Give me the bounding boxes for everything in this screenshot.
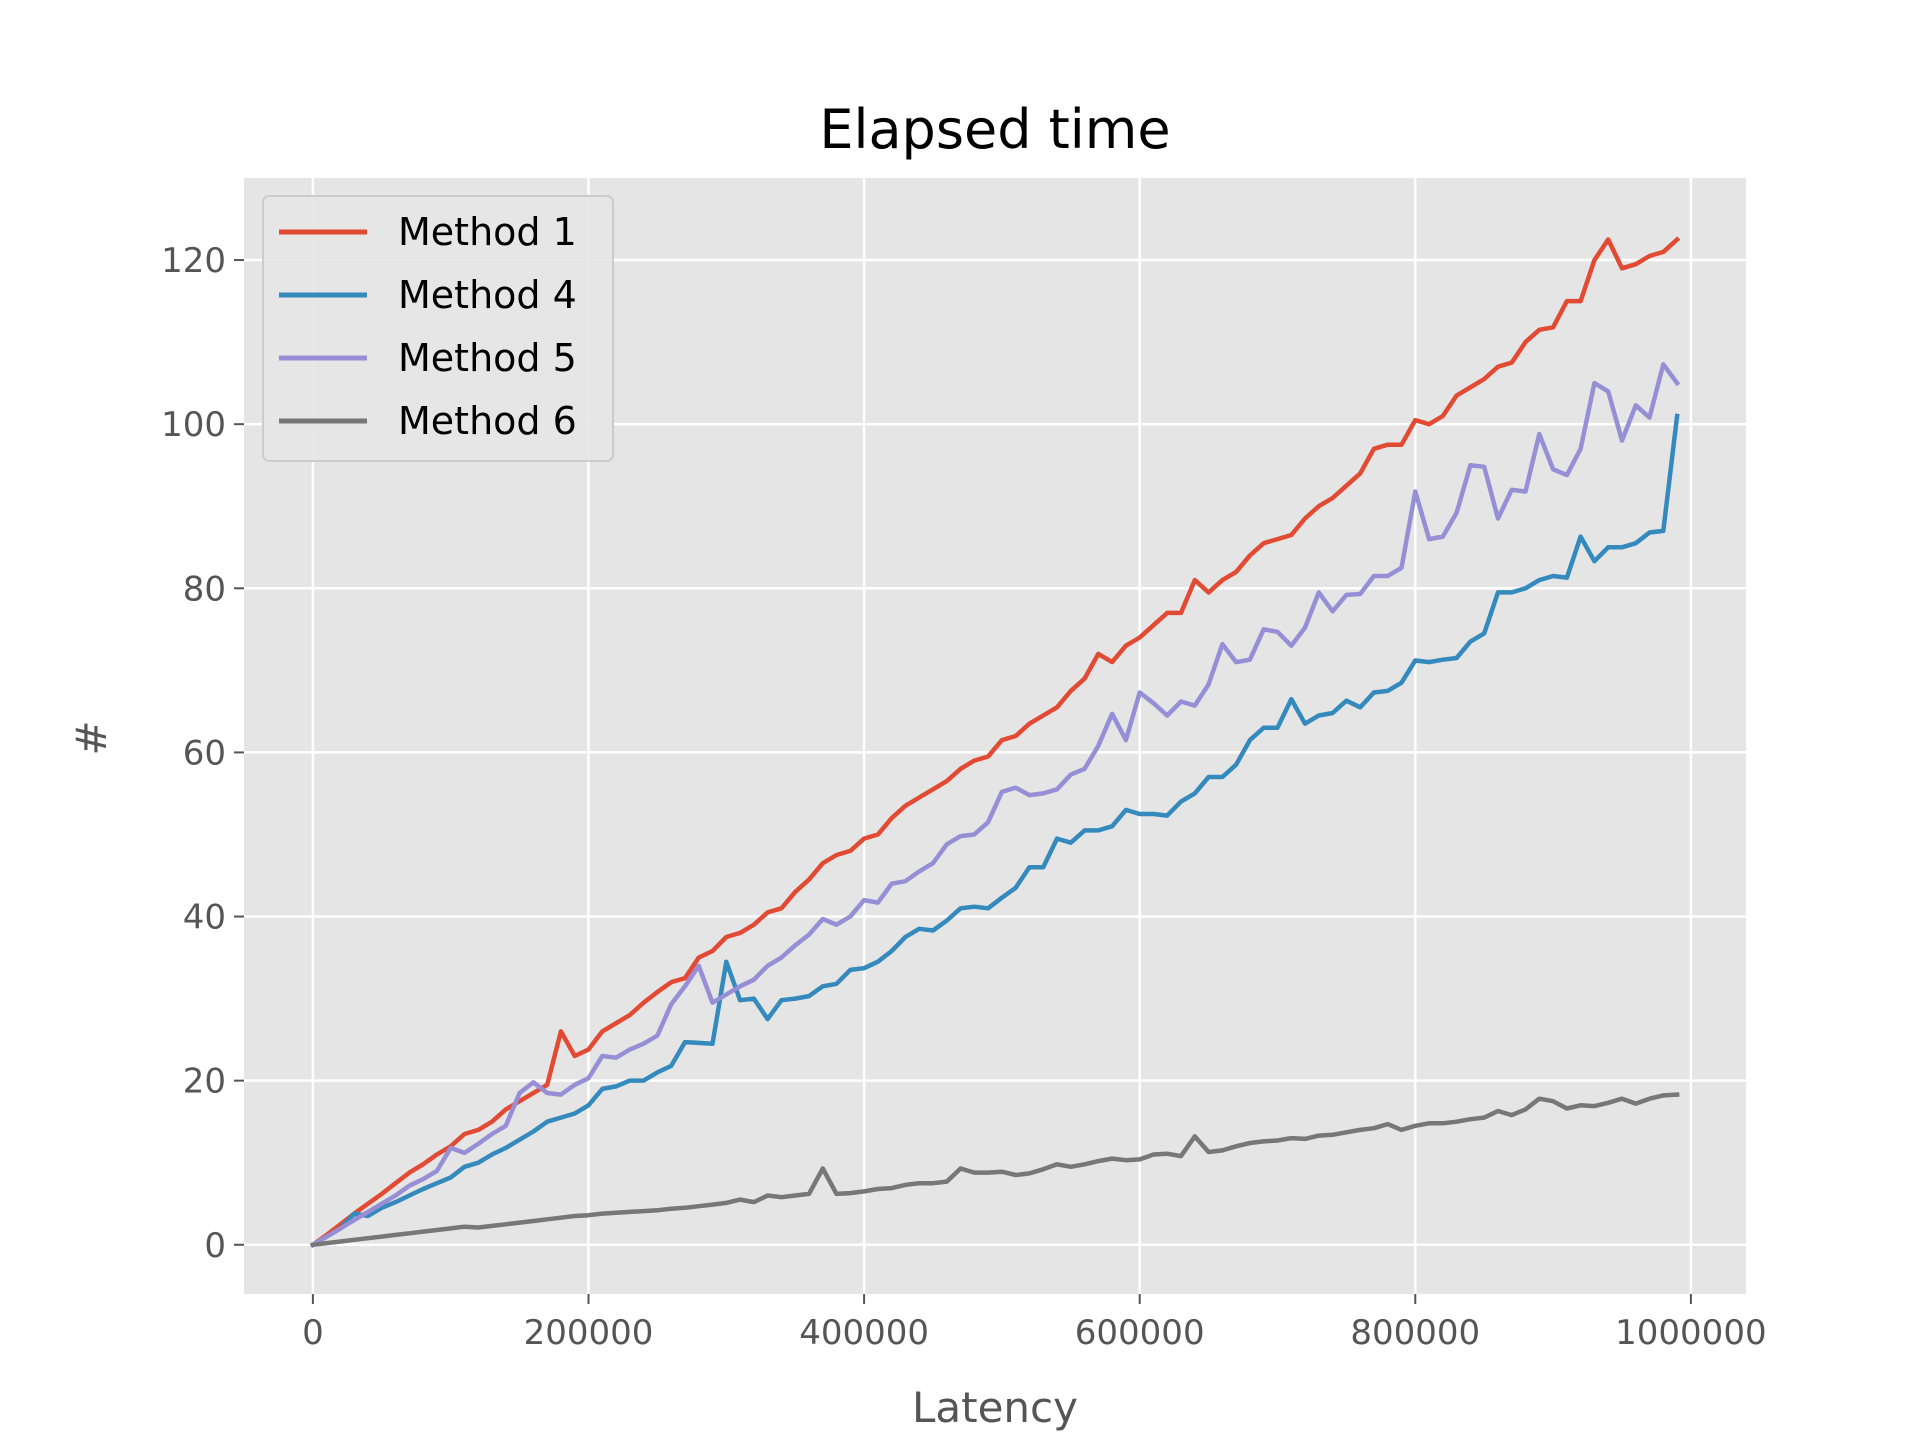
x-tick-label: 1000000	[1615, 1313, 1766, 1353]
legend-label-method-5: Method 5	[398, 336, 577, 380]
chart-title: Elapsed time	[819, 98, 1170, 161]
y-tick-label: 60	[183, 733, 226, 773]
x-tick-label: 200000	[524, 1313, 654, 1353]
x-tick-label: 400000	[799, 1313, 929, 1353]
series-layer	[309, 236, 1681, 1248]
y-tick-label: 120	[161, 241, 226, 281]
y-tick-label: 0	[204, 1226, 226, 1266]
y-axis-ticks: 0 20 40 60 80 100 120	[161, 241, 244, 1266]
y-tick-label: 20	[183, 1062, 226, 1102]
y-tick-label: 100	[161, 405, 226, 445]
legend-label-method-1: Method 1	[398, 210, 577, 254]
x-tick-label: 0	[302, 1313, 324, 1353]
legend-label-method-4: Method 4	[398, 273, 577, 317]
x-axis-label: Latency	[912, 1383, 1078, 1432]
series-line-method-6	[310, 1092, 1680, 1248]
y-tick-label: 40	[183, 898, 226, 938]
y-axis-label: #	[67, 720, 116, 755]
legend-label-method-6: Method 6	[398, 399, 577, 443]
series-line-method-4	[309, 413, 1680, 1248]
x-tick-label: 800000	[1350, 1313, 1480, 1353]
y-tick-label: 80	[183, 569, 226, 609]
legend-box	[262, 195, 614, 462]
grid	[244, 178, 1746, 1294]
x-axis-ticks: 0 200000 400000 600000 800000 1000000	[302, 1294, 1767, 1353]
series-line-method-5	[309, 362, 1681, 1248]
x-tick-label: 600000	[1075, 1313, 1205, 1353]
legend: Method 1 Method 4 Method 5 Method 6	[262, 195, 614, 462]
